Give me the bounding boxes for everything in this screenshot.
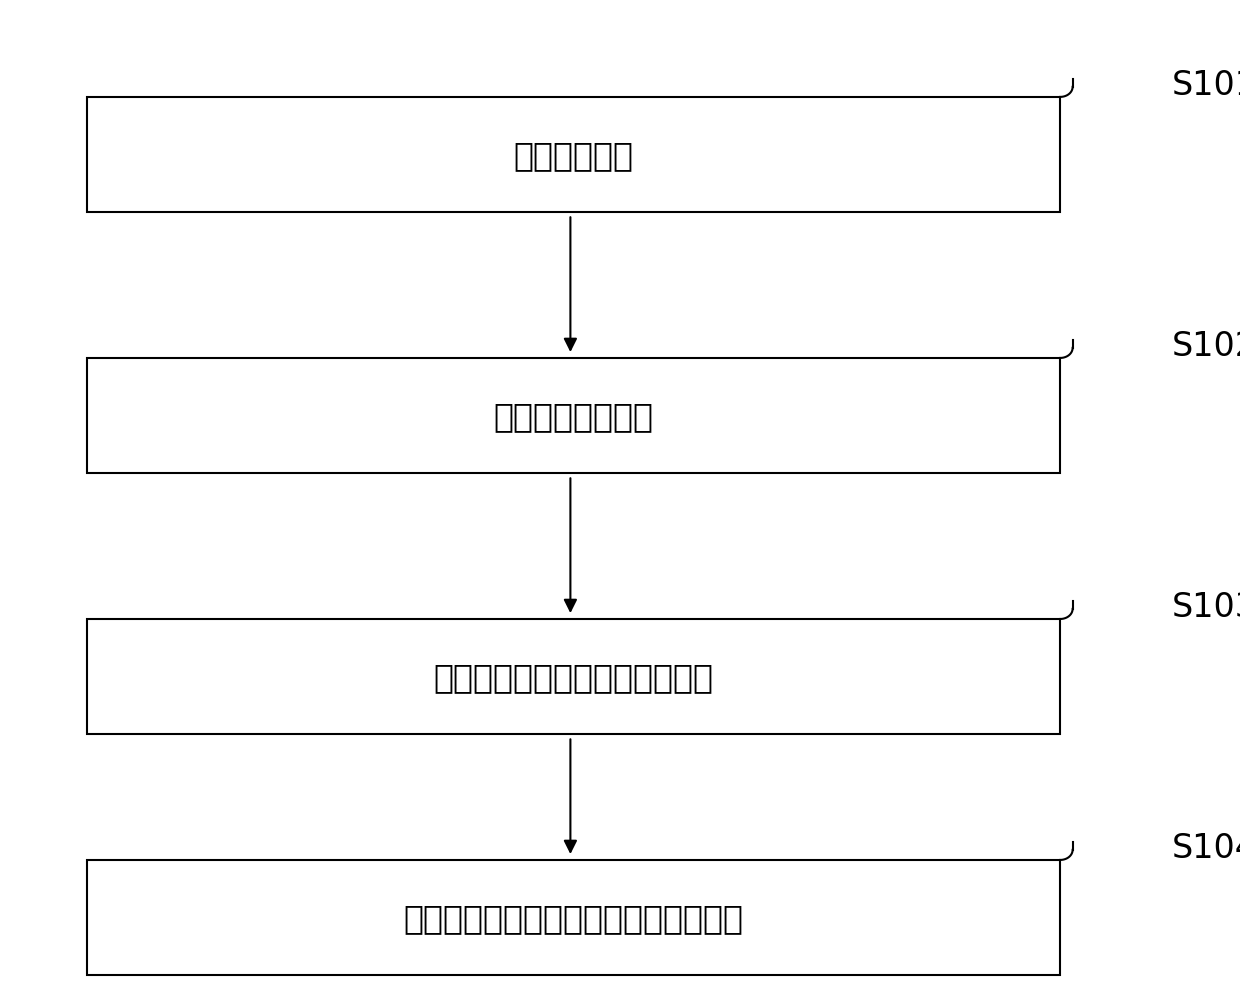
Text: 估计信道参数: 估计信道参数 (513, 139, 634, 172)
Text: S104: S104 (1172, 831, 1240, 865)
Bar (87, 860, 1060, 975)
Text: S101: S101 (1172, 69, 1240, 102)
Text: S102: S102 (1172, 330, 1240, 363)
Bar (87, 619, 1060, 734)
Text: 中继节点转发源节点的发射信号: 中继节点转发源节点的发射信号 (434, 661, 713, 693)
Bar (87, 358, 1060, 474)
Text: 目的节点译码接收中继节点的发射信号: 目的节点译码接收中继节点的发射信号 (403, 902, 744, 934)
Bar (87, 97, 1060, 214)
Text: 节点调制信源信号: 节点调制信源信号 (494, 400, 653, 432)
Text: S103: S103 (1172, 591, 1240, 624)
